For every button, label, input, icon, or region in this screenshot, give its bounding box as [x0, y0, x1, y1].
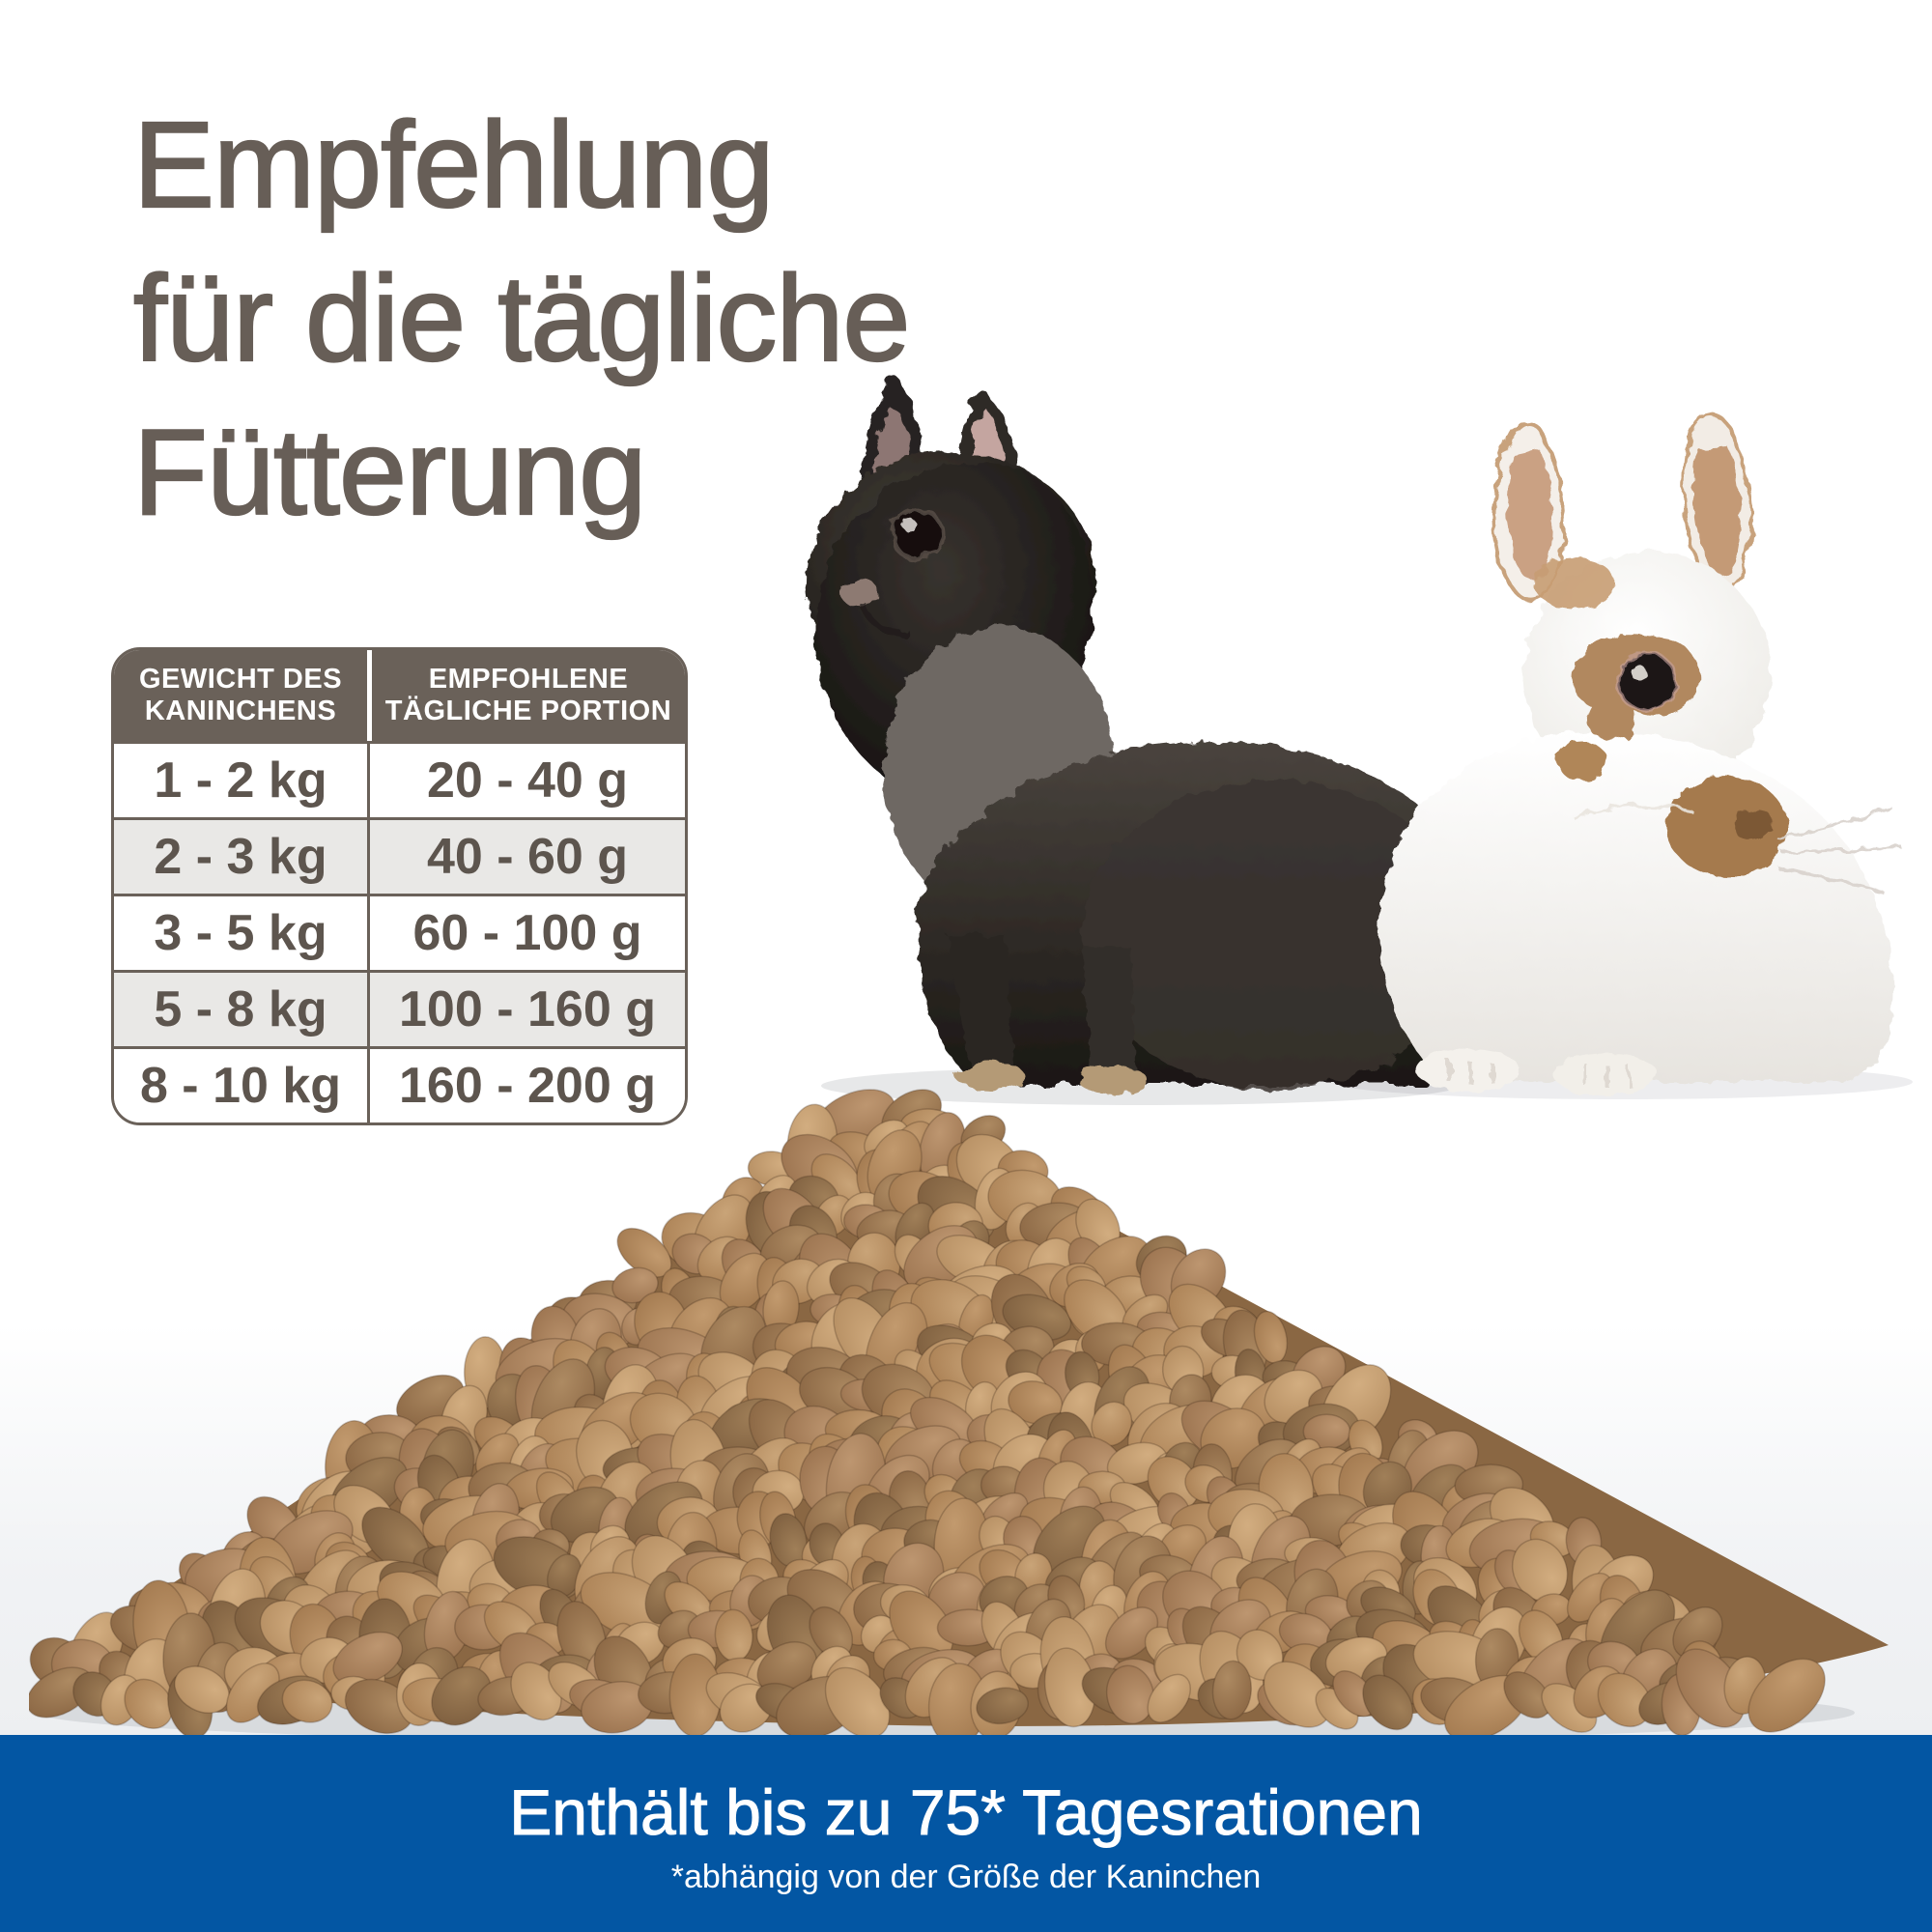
black-rabbit-nose [840, 576, 878, 610]
pellet [824, 1666, 891, 1739]
cell-weight: 3 - 5 kg [154, 905, 327, 961]
page-title: Empfehlung für die tägliche Fütterung [132, 89, 1080, 549]
cell-portion: 60 - 100 g [367, 896, 685, 970]
table-row: 8 - 10 kg 160 - 200 g [114, 1046, 685, 1122]
cell-weight: 5 - 8 kg [154, 981, 327, 1037]
pellet [431, 1665, 492, 1726]
pellet [1211, 1660, 1253, 1720]
cell-weight: 1 - 2 kg [154, 753, 327, 809]
pellet [1147, 1673, 1192, 1723]
table-header-portion: EMPFOHLENE TÄGLICHE PORTION [367, 650, 685, 741]
cell-portion: 20 - 40 g [367, 744, 685, 817]
pellet [1263, 1661, 1332, 1728]
pellet [1105, 1664, 1155, 1725]
title-line-1: Empfehlung [132, 96, 776, 234]
pellet [1747, 1658, 1826, 1733]
table-row: 1 - 2 kg 20 - 40 g [114, 741, 685, 817]
table-header-weight: GEWICHT DES KANINCHENS [138, 663, 343, 726]
table-row: 3 - 5 kg 60 - 100 g [114, 894, 685, 970]
pellet [281, 1679, 333, 1723]
pellet [124, 1678, 174, 1729]
pellet-pile-photo [29, 1089, 1889, 1747]
pellet [976, 1687, 1029, 1725]
white-rabbit-muzzle [1667, 777, 1787, 877]
cell-portion: 100 - 160 g [367, 973, 685, 1046]
cell-weight: 8 - 10 kg [139, 1058, 342, 1114]
pellet [1104, 1606, 1159, 1660]
table-row: 2 - 3 kg 40 - 60 g [114, 817, 685, 894]
pellet [1503, 1671, 1551, 1719]
pellet [332, 1631, 403, 1687]
pellet [611, 1266, 659, 1304]
cell-portion: 160 - 200 g [367, 1049, 685, 1122]
black-rabbit-illustration [807, 376, 1494, 1094]
banner-headline: Enthält bis zu 75* Tagesrationen [509, 1776, 1423, 1849]
cell-weight: 2 - 3 kg [154, 829, 327, 885]
white-rabbit-illustration [1378, 412, 1904, 1095]
title-line-3: Fütterung [132, 402, 648, 540]
pellet [1362, 1674, 1414, 1731]
title-line-2: für die tägliche [132, 249, 912, 387]
table-row: 5 - 8 kg 100 - 160 g [114, 970, 685, 1046]
feeding-table: GEWICHT DES KANINCHENS EMPFOHLENE TÄGLIC… [111, 647, 688, 1125]
banner-footnote: *abhängig von der Größe der Kaninchen [670, 1859, 1262, 1895]
pellet [1597, 1672, 1652, 1728]
rabbits-photo [807, 376, 1913, 1105]
cell-portion: 40 - 60 g [367, 820, 685, 894]
bottom-banner: Enthält bis zu 75* Tagesrationen *abhäng… [0, 1735, 1932, 1932]
feeding-table-header: GEWICHT DES KANINCHENS EMPFOHLENE TÄGLIC… [114, 650, 685, 741]
